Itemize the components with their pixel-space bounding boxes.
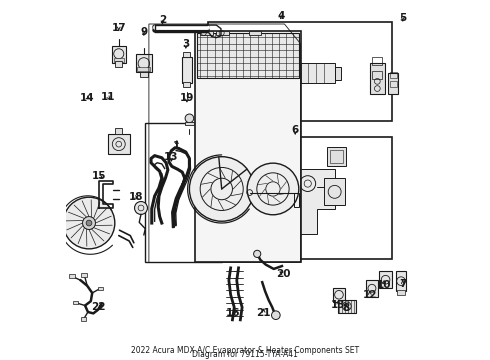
Text: 17: 17 xyxy=(111,23,126,33)
Circle shape xyxy=(190,157,254,221)
Bar xyxy=(195,31,300,262)
Text: 13: 13 xyxy=(164,152,179,162)
Bar xyxy=(181,57,192,83)
Bar xyxy=(335,67,341,80)
Bar xyxy=(137,67,150,71)
Text: 22: 22 xyxy=(92,302,106,312)
Bar xyxy=(270,137,392,259)
Circle shape xyxy=(185,114,194,123)
Text: 14: 14 xyxy=(80,93,95,103)
Bar xyxy=(216,63,335,83)
Bar xyxy=(112,45,126,63)
Bar xyxy=(185,122,194,126)
Text: 13: 13 xyxy=(331,300,345,310)
Bar xyxy=(389,73,398,94)
Text: 2: 2 xyxy=(159,15,166,26)
Text: 1: 1 xyxy=(173,141,180,151)
Bar xyxy=(115,61,122,67)
Bar xyxy=(98,287,103,290)
Circle shape xyxy=(247,163,299,215)
Bar xyxy=(372,57,382,64)
Bar xyxy=(73,301,78,305)
Bar xyxy=(395,271,406,291)
Bar xyxy=(81,273,87,277)
Text: 9: 9 xyxy=(140,27,147,37)
Text: 10: 10 xyxy=(377,280,392,290)
Bar xyxy=(397,291,405,295)
Circle shape xyxy=(254,250,261,257)
Bar xyxy=(324,178,345,205)
Bar xyxy=(390,81,397,87)
Bar xyxy=(366,280,378,297)
Bar xyxy=(210,67,216,80)
Bar xyxy=(338,300,356,313)
Circle shape xyxy=(135,202,147,215)
Text: 6: 6 xyxy=(292,125,299,135)
Bar xyxy=(145,123,221,262)
Text: 21: 21 xyxy=(256,308,271,318)
Circle shape xyxy=(271,311,280,319)
Bar xyxy=(81,318,87,321)
Bar xyxy=(327,147,346,166)
Polygon shape xyxy=(281,169,335,234)
Circle shape xyxy=(63,197,115,249)
Bar xyxy=(183,52,191,57)
Text: 8: 8 xyxy=(343,303,350,314)
Text: 18: 18 xyxy=(128,192,143,202)
Text: 11: 11 xyxy=(101,92,115,102)
Bar xyxy=(330,150,343,163)
Bar xyxy=(200,31,213,35)
Text: 3: 3 xyxy=(182,39,190,49)
Text: 4: 4 xyxy=(277,11,285,21)
Text: 19: 19 xyxy=(180,93,194,103)
Bar xyxy=(114,58,124,62)
Text: 16: 16 xyxy=(226,308,241,318)
Bar xyxy=(370,63,385,94)
Text: 7: 7 xyxy=(399,279,407,289)
Text: 15: 15 xyxy=(92,171,106,181)
Bar xyxy=(69,274,74,278)
Bar xyxy=(216,31,229,35)
Bar xyxy=(208,22,392,121)
Circle shape xyxy=(86,220,92,226)
Bar xyxy=(333,288,345,302)
Bar xyxy=(248,31,261,35)
Bar xyxy=(390,72,397,78)
Bar xyxy=(372,71,382,79)
Bar xyxy=(115,128,122,134)
Bar xyxy=(183,82,191,87)
Circle shape xyxy=(82,217,96,229)
Text: Diagram for 79115-TYA-A41: Diagram for 79115-TYA-A41 xyxy=(192,350,298,359)
Bar xyxy=(136,54,152,72)
Text: 2022 Acura MDX A/C Evaporator & Heater Components SET: 2022 Acura MDX A/C Evaporator & Heater C… xyxy=(131,346,359,355)
Text: 5: 5 xyxy=(399,13,406,23)
Text: 12: 12 xyxy=(363,290,377,300)
Bar xyxy=(211,75,215,79)
Bar xyxy=(196,33,299,78)
Bar xyxy=(108,134,129,154)
Bar xyxy=(140,72,148,77)
Bar xyxy=(379,271,392,288)
Bar xyxy=(211,69,215,72)
Text: 20: 20 xyxy=(276,269,291,279)
